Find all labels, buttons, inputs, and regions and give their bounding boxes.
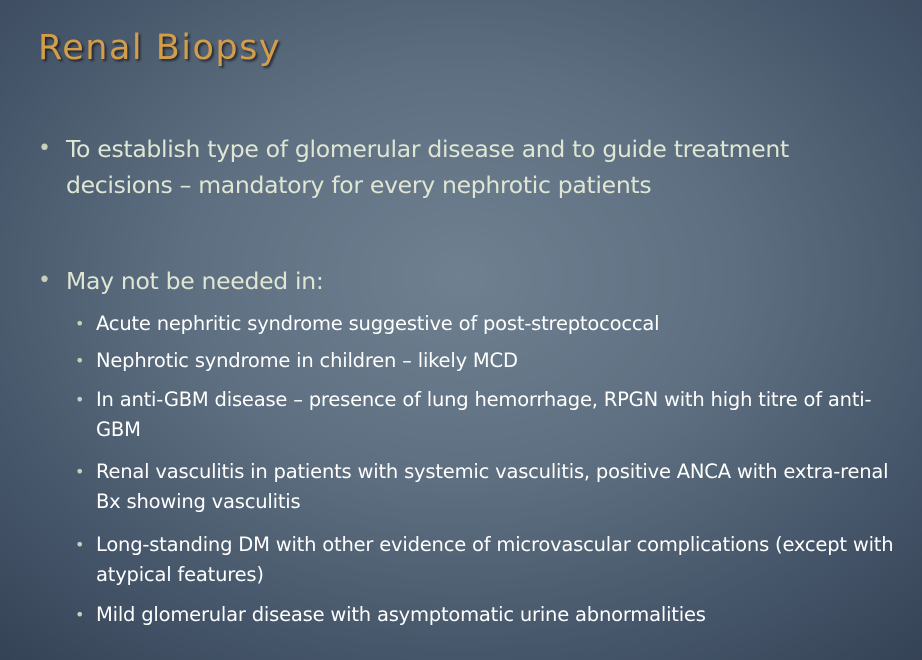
sub-bullet-text: Renal vasculitis in patients with system…: [96, 460, 889, 513]
sub-bullet-text: Long-standing DM with other evidence of …: [96, 533, 894, 586]
sub-bullet-item: • Renal vasculitis in patients with syst…: [75, 457, 896, 517]
sub-bullet-text: Nephrotic syndrome in children – likely …: [96, 349, 518, 372]
sub-bullet-dot-icon: •: [75, 605, 85, 624]
bullet-text: To establish type of glomerular disease …: [66, 135, 789, 199]
sub-bullet-item: • Mild glomerular disease with asymptoma…: [75, 600, 896, 630]
sub-bullet-item: • Acute nephritic syndrome suggestive of…: [75, 309, 896, 339]
bullet-dot-icon: •: [38, 268, 51, 293]
sub-bullet-item: • Long-standing DM with other evidence o…: [75, 530, 896, 590]
sub-bullet-dot-icon: •: [75, 535, 85, 554]
sub-bullet-text: In anti-GBM disease – presence of lung h…: [96, 388, 872, 441]
sub-bullet-text: Mild glomerular disease with asymptomati…: [96, 603, 706, 626]
sub-bullet-dot-icon: •: [75, 314, 85, 333]
bullet-item: • May not be needed in:: [38, 263, 896, 299]
sub-bullet-dot-icon: •: [75, 351, 85, 370]
sub-bullet-dot-icon: •: [75, 462, 85, 481]
bullet-dot-icon: •: [38, 136, 51, 161]
sub-bullet-dot-icon: •: [75, 390, 85, 409]
sub-bullet-item: • Nephrotic syndrome in children – likel…: [75, 346, 896, 376]
bullet-item: • To establish type of glomerular diseas…: [38, 131, 896, 203]
sub-bullet-item: • In anti-GBM disease – presence of lung…: [75, 385, 896, 445]
sub-bullet-text: Acute nephritic syndrome suggestive of p…: [96, 312, 660, 335]
bullet-text: May not be needed in:: [66, 267, 324, 295]
slide-title: Renal Biopsy: [38, 28, 282, 68]
